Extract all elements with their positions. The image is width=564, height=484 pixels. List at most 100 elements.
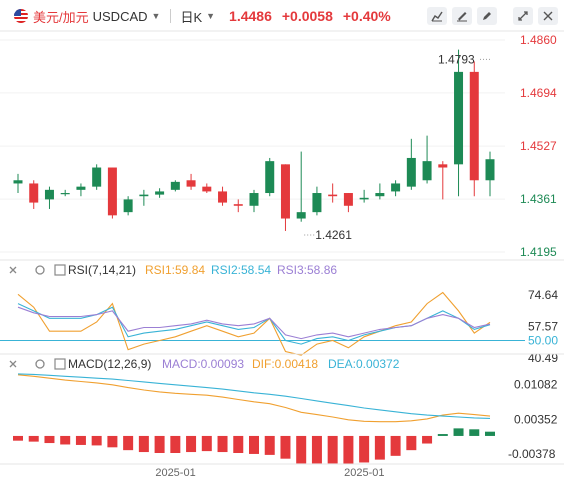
rsi-y-tick-label: 57.57	[528, 319, 558, 333]
macd-dif-line	[17, 374, 491, 423]
fullscreen-button[interactable]	[513, 7, 533, 25]
macd-legend-entry: DIF:0.00418	[252, 357, 318, 371]
macd-histogram-bar[interactable]	[201, 435, 212, 452]
candle-body[interactable]	[186, 180, 196, 187]
candle-body[interactable]	[328, 194, 338, 197]
macd-histogram-bar[interactable]	[422, 435, 433, 444]
candle-body[interactable]	[218, 191, 228, 203]
close-icon	[543, 11, 553, 21]
candle-body[interactable]	[265, 161, 275, 194]
rsi-legend-entry: RSI2:58.54	[211, 263, 271, 277]
candle-y-tick-label: 1.4860	[520, 33, 557, 47]
candle-body[interactable]	[170, 181, 180, 190]
macd-histogram-bar[interactable]	[437, 434, 448, 436]
candle-body[interactable]	[139, 194, 149, 197]
candle-y-tick-label: 1.4527	[520, 139, 557, 153]
fullscreen-icon	[518, 11, 528, 21]
macd-histogram-bar[interactable]	[390, 435, 401, 456]
chart-type-button[interactable]	[427, 7, 447, 25]
macd-histogram-bar[interactable]	[138, 435, 149, 453]
close-button[interactable]	[538, 7, 558, 25]
symbol-code[interactable]: USDCAD	[92, 8, 148, 24]
candle-body[interactable]	[76, 186, 86, 190]
macd-histogram-bar[interactable]	[28, 435, 39, 442]
macd-histogram-bar[interactable]	[123, 435, 134, 451]
candle-body[interactable]	[123, 199, 133, 213]
candle-body[interactable]	[454, 71, 464, 165]
macd-close-icon[interactable]	[9, 360, 17, 368]
macd-settings-icon[interactable]	[35, 359, 45, 369]
candle-body[interactable]	[469, 71, 479, 181]
rsi-series-line-rsi3	[17, 306, 491, 340]
candle-body[interactable]	[202, 186, 212, 192]
macd-histogram-bar[interactable]	[170, 435, 181, 453]
candle-body[interactable]	[312, 193, 322, 213]
macd-histogram-bar[interactable]	[453, 428, 464, 436]
macd-histogram-bar[interactable]	[485, 431, 495, 436]
macd-histogram-bar[interactable]	[374, 435, 385, 460]
candle-body[interactable]	[406, 157, 416, 187]
candle-body[interactable]	[280, 164, 290, 219]
candle-body[interactable]	[422, 161, 432, 181]
price-annotation-label: 1.4793	[438, 52, 475, 66]
candle-body[interactable]	[13, 180, 23, 184]
macd-histogram-bar[interactable]	[13, 435, 23, 441]
chart-header: 美元/加元 USDCAD ▼ 日K ▼ 1.4486 +0.0058 +0.40…	[0, 0, 564, 32]
macd-histogram-bar[interactable]	[280, 435, 291, 459]
rsi-series-line-rsi1	[17, 291, 491, 356]
candle-body[interactable]	[155, 191, 165, 195]
candle-body[interactable]	[92, 167, 102, 187]
macd-histogram-bar[interactable]	[233, 435, 244, 453]
macd-histogram-bar[interactable]	[186, 435, 197, 453]
candle-y-tick-label: 1.4361	[520, 192, 557, 206]
rsi-indicator-icon	[54, 264, 66, 276]
macd-histogram-bar[interactable]	[406, 435, 417, 451]
period-selector[interactable]: 日K	[180, 9, 203, 25]
rsi-legend-entry: RSI3:58.86	[277, 263, 337, 277]
candle-body[interactable]	[296, 212, 306, 219]
macd-histogram-bar[interactable]	[44, 435, 55, 444]
candle-body[interactable]	[29, 183, 39, 203]
macd-histogram-bar[interactable]	[311, 435, 322, 464]
rsi-title: RSI(7,14,21)	[68, 263, 136, 277]
macd-histogram-bar[interactable]	[296, 435, 307, 464]
candle-body[interactable]	[107, 167, 117, 216]
macd-histogram-bar[interactable]	[469, 429, 480, 436]
toolbar	[427, 7, 558, 25]
candle-body[interactable]	[249, 193, 259, 206]
macd-histogram-bar[interactable]	[249, 435, 259, 454]
header-divider	[170, 9, 172, 23]
macd-histogram-bar[interactable]	[264, 435, 275, 455]
macd-histogram-bar[interactable]	[75, 435, 86, 445]
draw-icon	[483, 12, 491, 20]
candle-body[interactable]	[391, 183, 401, 192]
symbol-dropdown-icon[interactable]: ▼	[151, 11, 161, 21]
candle-body[interactable]	[233, 204, 243, 206]
macd-histogram-bar[interactable]	[60, 435, 71, 445]
macd-histogram-bar[interactable]	[359, 435, 370, 463]
candle-body[interactable]	[438, 164, 448, 168]
candle-body[interactable]	[359, 197, 369, 200]
macd-histogram-bar[interactable]	[343, 435, 354, 465]
macd-histogram-bar[interactable]	[91, 435, 102, 446]
symbol-name[interactable]: 美元/加元	[33, 9, 89, 25]
draw-button[interactable]	[477, 7, 497, 25]
candle-body[interactable]	[485, 159, 495, 181]
rsi-y-tick-label: 40.49	[528, 351, 558, 365]
price-change: +0.0058	[281, 8, 333, 24]
candle-body[interactable]	[343, 193, 353, 206]
macd-histogram-bar[interactable]	[154, 435, 165, 453]
candle-body[interactable]	[44, 189, 54, 200]
last-price: 1.4486	[229, 8, 272, 24]
rsi-settings-icon[interactable]	[35, 265, 45, 275]
x-axis-tick-label: 2025-01	[344, 467, 384, 479]
candle-body[interactable]	[375, 193, 385, 197]
macd-histogram-bar[interactable]	[107, 435, 118, 448]
indicator-button[interactable]	[452, 7, 472, 25]
macd-histogram-bar[interactable]	[327, 435, 338, 464]
candle-body[interactable]	[60, 193, 70, 195]
rsi-close-icon[interactable]	[9, 266, 17, 274]
period-dropdown-icon[interactable]: ▼	[206, 11, 216, 21]
macd-histogram-bar[interactable]	[217, 435, 228, 453]
